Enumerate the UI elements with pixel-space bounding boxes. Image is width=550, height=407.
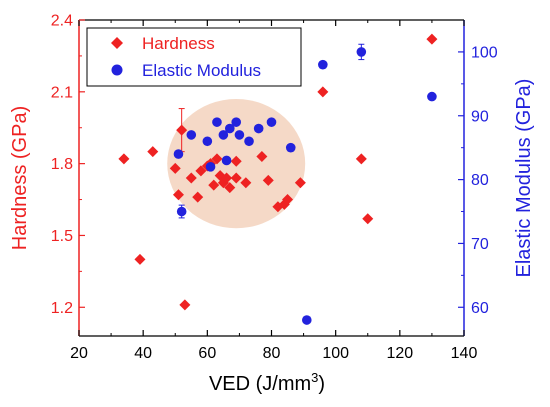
- left-y-tick-label: 1.5: [51, 228, 73, 245]
- modulus-point: [224, 123, 235, 134]
- hardness-point: [195, 165, 207, 177]
- left-y-tick-label: 1.8: [51, 156, 73, 173]
- modulus-point: [221, 155, 232, 166]
- hardness-point: [262, 174, 274, 186]
- legend-hardness-label: Hardness: [142, 34, 215, 53]
- hardness-point: [294, 177, 306, 189]
- right-y-tick-label: 100: [471, 44, 498, 61]
- modulus-point: [231, 117, 242, 127]
- x-axis-title: VED (J/mm3): [209, 370, 325, 395]
- x-axis-title-main: VED (J/mm: [209, 373, 311, 395]
- modulus-point: [186, 130, 197, 140]
- hardness-point: [176, 124, 188, 136]
- left-y-tick-label: 1.2: [51, 300, 73, 317]
- hardness-point: [282, 194, 294, 206]
- x-tick-label: 80: [263, 345, 281, 362]
- x-tick-label: 40: [134, 345, 152, 362]
- data-markers: [118, 33, 438, 325]
- modulus-point: [301, 315, 312, 325]
- modulus-point: [244, 136, 254, 147]
- modulus-point: [176, 206, 187, 217]
- axis-ticks: 20 40 60 80 100 120 140 1.2 1.5 1.8 2.1 2.4 60 70 80 90…: [51, 13, 498, 363]
- legend: Hardness Elastic Modulus: [86, 27, 302, 87]
- legend-box: [86, 27, 302, 87]
- axis-titles: VED (J/mm3) Hardness (GPa) Elastic Modul…: [9, 79, 535, 395]
- hardness-point: [118, 153, 130, 165]
- hardness-point: [426, 33, 438, 45]
- modulus-point: [285, 142, 296, 153]
- x-tick-label: 20: [70, 345, 88, 362]
- modulus-point: [173, 149, 184, 159]
- hardness-point: [211, 153, 223, 165]
- hardness-point: [230, 172, 242, 184]
- hardness-point: [221, 172, 233, 184]
- modulus-point: [212, 117, 222, 127]
- right-y-tick-label: 90: [471, 108, 489, 125]
- modulus-point: [253, 123, 264, 134]
- hardness-point: [179, 299, 191, 311]
- x-axis-title-superscript: 3: [311, 370, 318, 385]
- right-y-tick-label: 80: [471, 172, 489, 189]
- modulus-point: [318, 59, 328, 70]
- modulus-point: [218, 130, 229, 140]
- hardness-point: [355, 153, 367, 165]
- hardness-point: [224, 182, 236, 194]
- left-y-axis-title: Hardness (GPa): [9, 106, 31, 251]
- hardness-point: [208, 179, 220, 191]
- right-y-axis-title: Elastic Modulus (GPa): [513, 79, 535, 278]
- legend-modulus-marker: [111, 64, 123, 76]
- left-y-tick-label: 2.1: [51, 84, 73, 101]
- left-y-tick-label: 2.4: [51, 13, 73, 30]
- modulus-point: [427, 91, 437, 102]
- hardness-point: [172, 189, 184, 201]
- hardness-point: [317, 86, 329, 98]
- hardness-point: [240, 177, 252, 189]
- hardness-point: [256, 150, 268, 162]
- hardness-point: [169, 162, 181, 174]
- x-tick-label: 140: [451, 345, 478, 362]
- modulus-point: [234, 130, 245, 140]
- hardness-point: [185, 172, 197, 184]
- legend-modulus-label: Elastic Modulus: [142, 61, 261, 80]
- x-axis-title-tail: ): [318, 373, 325, 395]
- x-tick-label: 100: [322, 345, 349, 362]
- right-y-tick-label: 70: [471, 236, 489, 253]
- modulus-point: [356, 47, 367, 57]
- legend-hardness-marker: [111, 37, 123, 49]
- hardness-point: [147, 146, 159, 158]
- hardness-point: [134, 253, 146, 265]
- hardness-point: [192, 191, 204, 203]
- modulus-point: [205, 162, 216, 172]
- hardness-point: [230, 155, 242, 167]
- modulus-point: [266, 117, 277, 127]
- modulus-point: [202, 136, 213, 147]
- x-tick-label: 60: [198, 345, 216, 362]
- x-tick-label: 120: [386, 345, 413, 362]
- hardness-point: [362, 213, 374, 225]
- right-y-tick-label: 60: [471, 300, 489, 317]
